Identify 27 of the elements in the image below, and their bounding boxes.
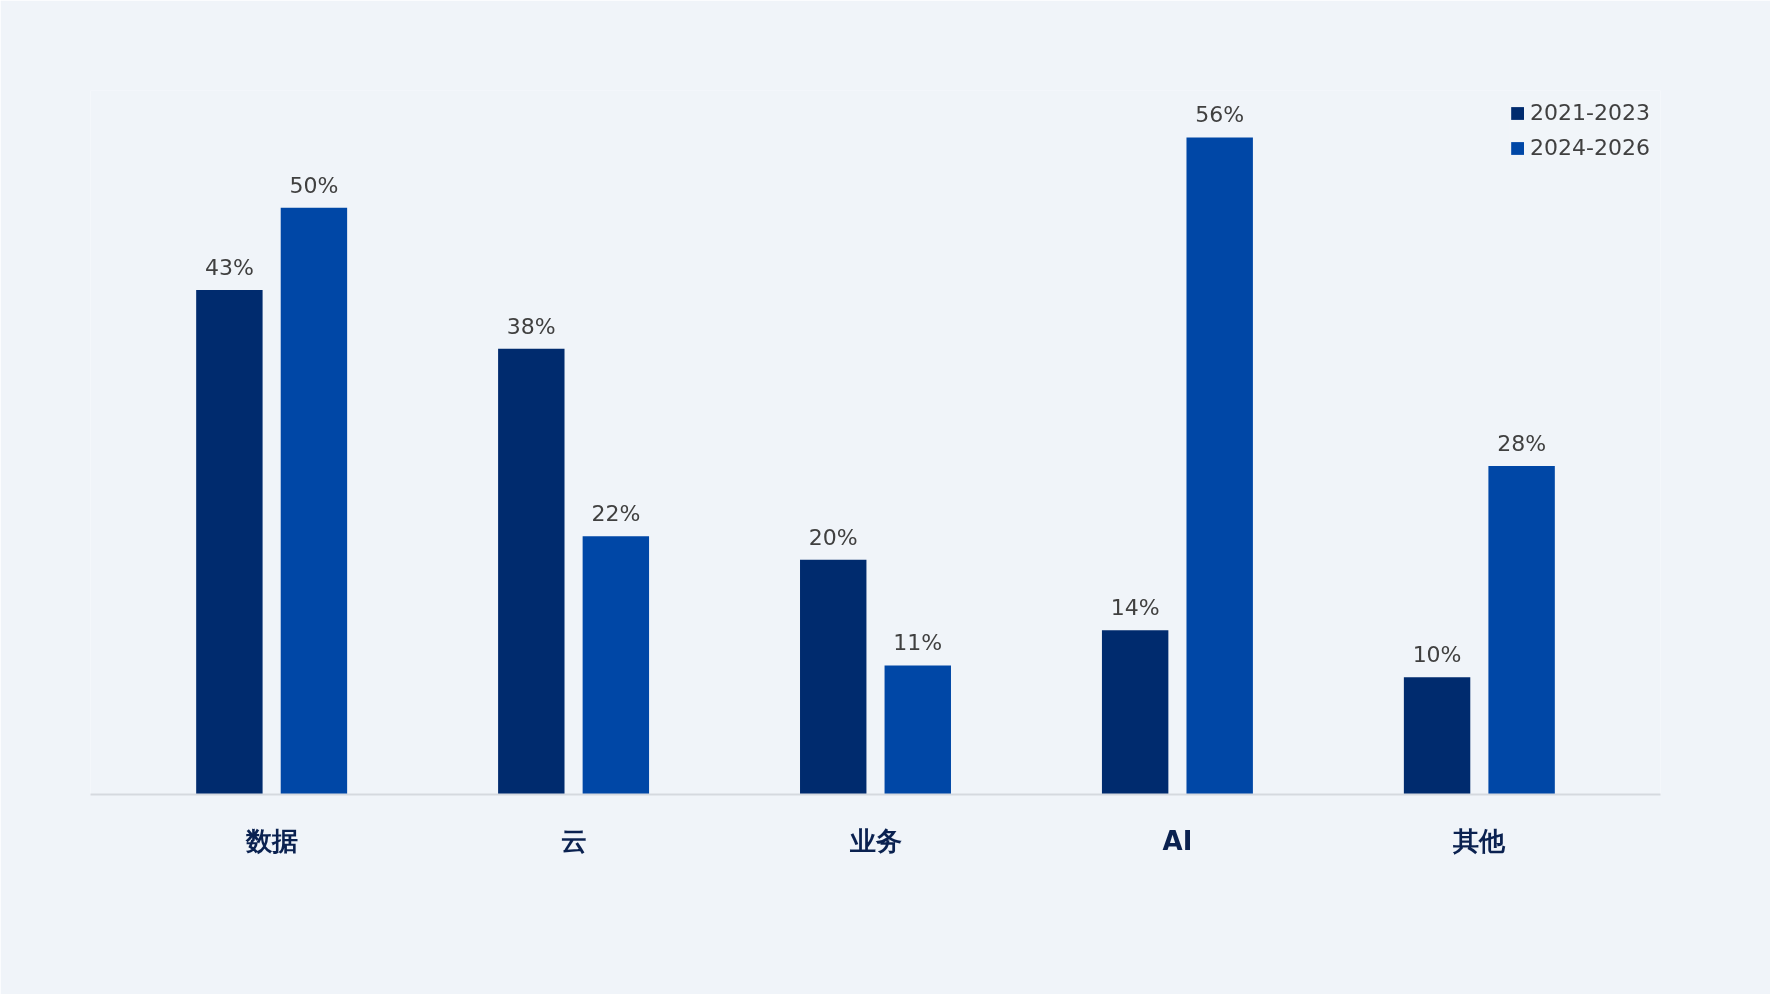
data-label: 22%: [591, 501, 641, 527]
data-label: 43%: [204, 254, 254, 280]
bar: [196, 289, 263, 795]
bar: [1101, 630, 1169, 795]
bar: [1488, 465, 1555, 795]
x-tick-label: 云: [560, 825, 587, 856]
bar: [884, 665, 951, 795]
data-label: 56%: [1195, 102, 1245, 128]
data-label: 10%: [1412, 642, 1462, 668]
bar: [280, 207, 348, 795]
x-tick-label: AI: [1162, 825, 1193, 856]
legend-label: 2024-2026: [1530, 135, 1650, 160]
bar: [1186, 137, 1253, 795]
bar: [498, 348, 565, 795]
data-label: 14%: [1110, 595, 1160, 621]
bar: [800, 559, 867, 795]
bar: [582, 536, 650, 795]
x-tick-label: 其他: [1452, 825, 1507, 856]
bar: [1403, 677, 1471, 795]
data-label: 20%: [808, 524, 858, 550]
data-label: 11%: [893, 630, 943, 656]
x-tick-label: 数据: [244, 825, 298, 856]
x-tick-label: 业务: [848, 825, 902, 856]
data-label: 38%: [506, 313, 556, 339]
data-label: 50%: [289, 172, 339, 198]
legend-label: 2021-2023: [1530, 100, 1650, 125]
data-label: 28%: [1497, 430, 1547, 456]
